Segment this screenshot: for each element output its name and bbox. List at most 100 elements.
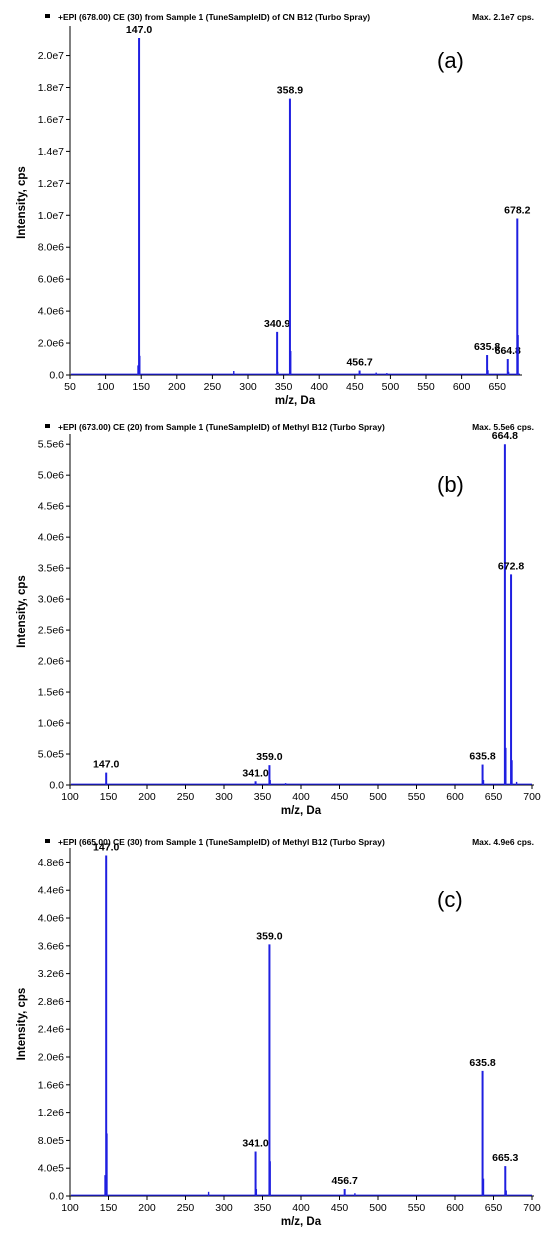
y-tick-label: 1.0e6 bbox=[38, 718, 64, 730]
y-tick-label: 5.0e6 bbox=[38, 470, 64, 482]
header-marker bbox=[45, 839, 50, 843]
x-tick-label: 100 bbox=[61, 791, 79, 803]
y-tick-label: 3.5e6 bbox=[38, 563, 64, 575]
x-tick-label: 600 bbox=[446, 1202, 464, 1214]
spectrum-panel-b: +EPI (673.00) CE (20) from Sample 1 (Tun… bbox=[16, 422, 541, 817]
header-marker bbox=[45, 424, 50, 428]
panel-label: (c) bbox=[437, 887, 463, 912]
x-tick-label: 550 bbox=[417, 381, 435, 393]
peak-label: 359.0 bbox=[256, 751, 282, 763]
y-tick-label: 1.2e6 bbox=[38, 1107, 64, 1119]
max-intensity-text: Max. 4.9e6 cps. bbox=[472, 837, 534, 847]
y-tick-label: 2.8e6 bbox=[38, 996, 64, 1008]
y-tick-label: 3.6e6 bbox=[38, 940, 64, 952]
y-tick-label: 4.4e6 bbox=[38, 885, 64, 897]
y-tick-label: 2.0e7 bbox=[38, 50, 64, 62]
peak-label: 635.8 bbox=[469, 1057, 495, 1069]
peak-label: 340.9 bbox=[264, 318, 290, 330]
x-tick-label: 700 bbox=[523, 1202, 541, 1214]
spectrum-panel-c: +EPI (665.00) CE (30) from Sample 1 (Tun… bbox=[16, 837, 541, 1228]
y-tick-label: 2.4e6 bbox=[38, 1024, 64, 1036]
x-tick-label: 550 bbox=[408, 1202, 426, 1214]
y-tick-label: 1.6e6 bbox=[38, 1079, 64, 1091]
y-tick-label: 4.0e6 bbox=[38, 306, 64, 318]
peak-label: 664.8 bbox=[495, 345, 521, 357]
header-marker bbox=[45, 14, 50, 18]
y-tick-label: 4.0e5 bbox=[38, 1163, 64, 1175]
peak-label: 147.0 bbox=[93, 841, 119, 853]
y-tick-label: 4.0e6 bbox=[38, 913, 64, 925]
y-tick-label: 3.2e6 bbox=[38, 968, 64, 980]
x-tick-label: 700 bbox=[523, 791, 541, 803]
peak-label: 678.2 bbox=[504, 204, 530, 216]
x-tick-label: 150 bbox=[132, 381, 150, 393]
x-tick-label: 600 bbox=[446, 791, 464, 803]
peak-label: 672.8 bbox=[498, 560, 524, 572]
y-tick-label: 1.0e7 bbox=[38, 210, 64, 222]
x-tick-label: 350 bbox=[254, 1202, 272, 1214]
x-tick-label: 450 bbox=[331, 1202, 349, 1214]
x-tick-label: 650 bbox=[488, 381, 506, 393]
x-axis-title: m/z, Da bbox=[281, 805, 322, 817]
panel-label: (b) bbox=[437, 472, 464, 497]
panel-header: +EPI (665.00) CE (30) from Sample 1 (Tun… bbox=[58, 837, 385, 847]
x-tick-label: 250 bbox=[177, 1202, 195, 1214]
x-tick-label: 400 bbox=[310, 381, 328, 393]
y-axis-title: Intensity, cps bbox=[16, 166, 28, 239]
y-tick-label: 2.5e6 bbox=[38, 625, 64, 637]
x-tick-label: 450 bbox=[331, 791, 349, 803]
y-tick-label: 0.0 bbox=[49, 1191, 64, 1203]
y-tick-label: 4.0e6 bbox=[38, 532, 64, 544]
y-tick-label: 1.6e7 bbox=[38, 114, 64, 126]
max-intensity-text: Max. 2.1e7 cps. bbox=[472, 12, 534, 22]
x-tick-label: 200 bbox=[138, 1202, 156, 1214]
peak-label: 456.7 bbox=[332, 1175, 358, 1187]
spectrum-panel-a: +EPI (678.00) CE (30) from Sample 1 (Tun… bbox=[16, 12, 534, 407]
peak-label: 147.0 bbox=[126, 24, 152, 36]
peak-label: 341.0 bbox=[242, 767, 268, 779]
peak-label: 147.0 bbox=[93, 759, 119, 771]
x-tick-label: 50 bbox=[64, 381, 76, 393]
peak-label: 635.8 bbox=[469, 751, 495, 763]
x-tick-label: 500 bbox=[382, 381, 400, 393]
peak-label: 358.9 bbox=[277, 85, 303, 97]
x-tick-label: 400 bbox=[292, 1202, 310, 1214]
panel-header: +EPI (678.00) CE (30) from Sample 1 (Tun… bbox=[58, 12, 370, 22]
x-tick-label: 200 bbox=[168, 381, 186, 393]
y-tick-label: 1.8e7 bbox=[38, 82, 64, 94]
y-tick-label: 4.5e6 bbox=[38, 501, 64, 513]
x-tick-label: 250 bbox=[177, 791, 195, 803]
x-tick-label: 550 bbox=[408, 791, 426, 803]
x-tick-label: 300 bbox=[239, 381, 257, 393]
x-tick-label: 350 bbox=[275, 381, 293, 393]
y-tick-label: 5.0e5 bbox=[38, 749, 64, 761]
peak-label: 665.3 bbox=[492, 1152, 518, 1164]
x-tick-label: 300 bbox=[215, 1202, 233, 1214]
y-tick-label: 8.0e6 bbox=[38, 242, 64, 254]
y-tick-label: 0.0 bbox=[49, 370, 64, 382]
y-tick-label: 1.2e7 bbox=[38, 178, 64, 190]
x-tick-label: 250 bbox=[204, 381, 222, 393]
y-tick-label: 0.0 bbox=[49, 780, 64, 792]
x-tick-label: 350 bbox=[254, 791, 272, 803]
x-tick-label: 150 bbox=[100, 791, 118, 803]
x-tick-label: 600 bbox=[453, 381, 471, 393]
y-tick-label: 2.0e6 bbox=[38, 656, 64, 668]
x-tick-label: 450 bbox=[346, 381, 364, 393]
x-axis-title: m/z, Da bbox=[275, 395, 316, 407]
y-tick-label: 1.5e6 bbox=[38, 687, 64, 699]
peak-label: 456.7 bbox=[346, 357, 372, 369]
peak-label: 664.8 bbox=[492, 430, 518, 442]
x-tick-label: 400 bbox=[292, 791, 310, 803]
max-intensity-text: Max. 5.5e6 cps. bbox=[472, 422, 534, 432]
x-axis-title: m/z, Da bbox=[281, 1216, 322, 1228]
x-tick-label: 100 bbox=[97, 381, 115, 393]
peak-label: 359.0 bbox=[256, 930, 282, 942]
y-tick-label: 4.8e6 bbox=[38, 857, 64, 869]
peak-label: 635.8 bbox=[474, 341, 500, 353]
x-tick-label: 300 bbox=[215, 791, 233, 803]
y-tick-label: 2.0e6 bbox=[38, 338, 64, 350]
peak-label: 341.0 bbox=[242, 1138, 268, 1150]
x-tick-label: 650 bbox=[485, 1202, 503, 1214]
